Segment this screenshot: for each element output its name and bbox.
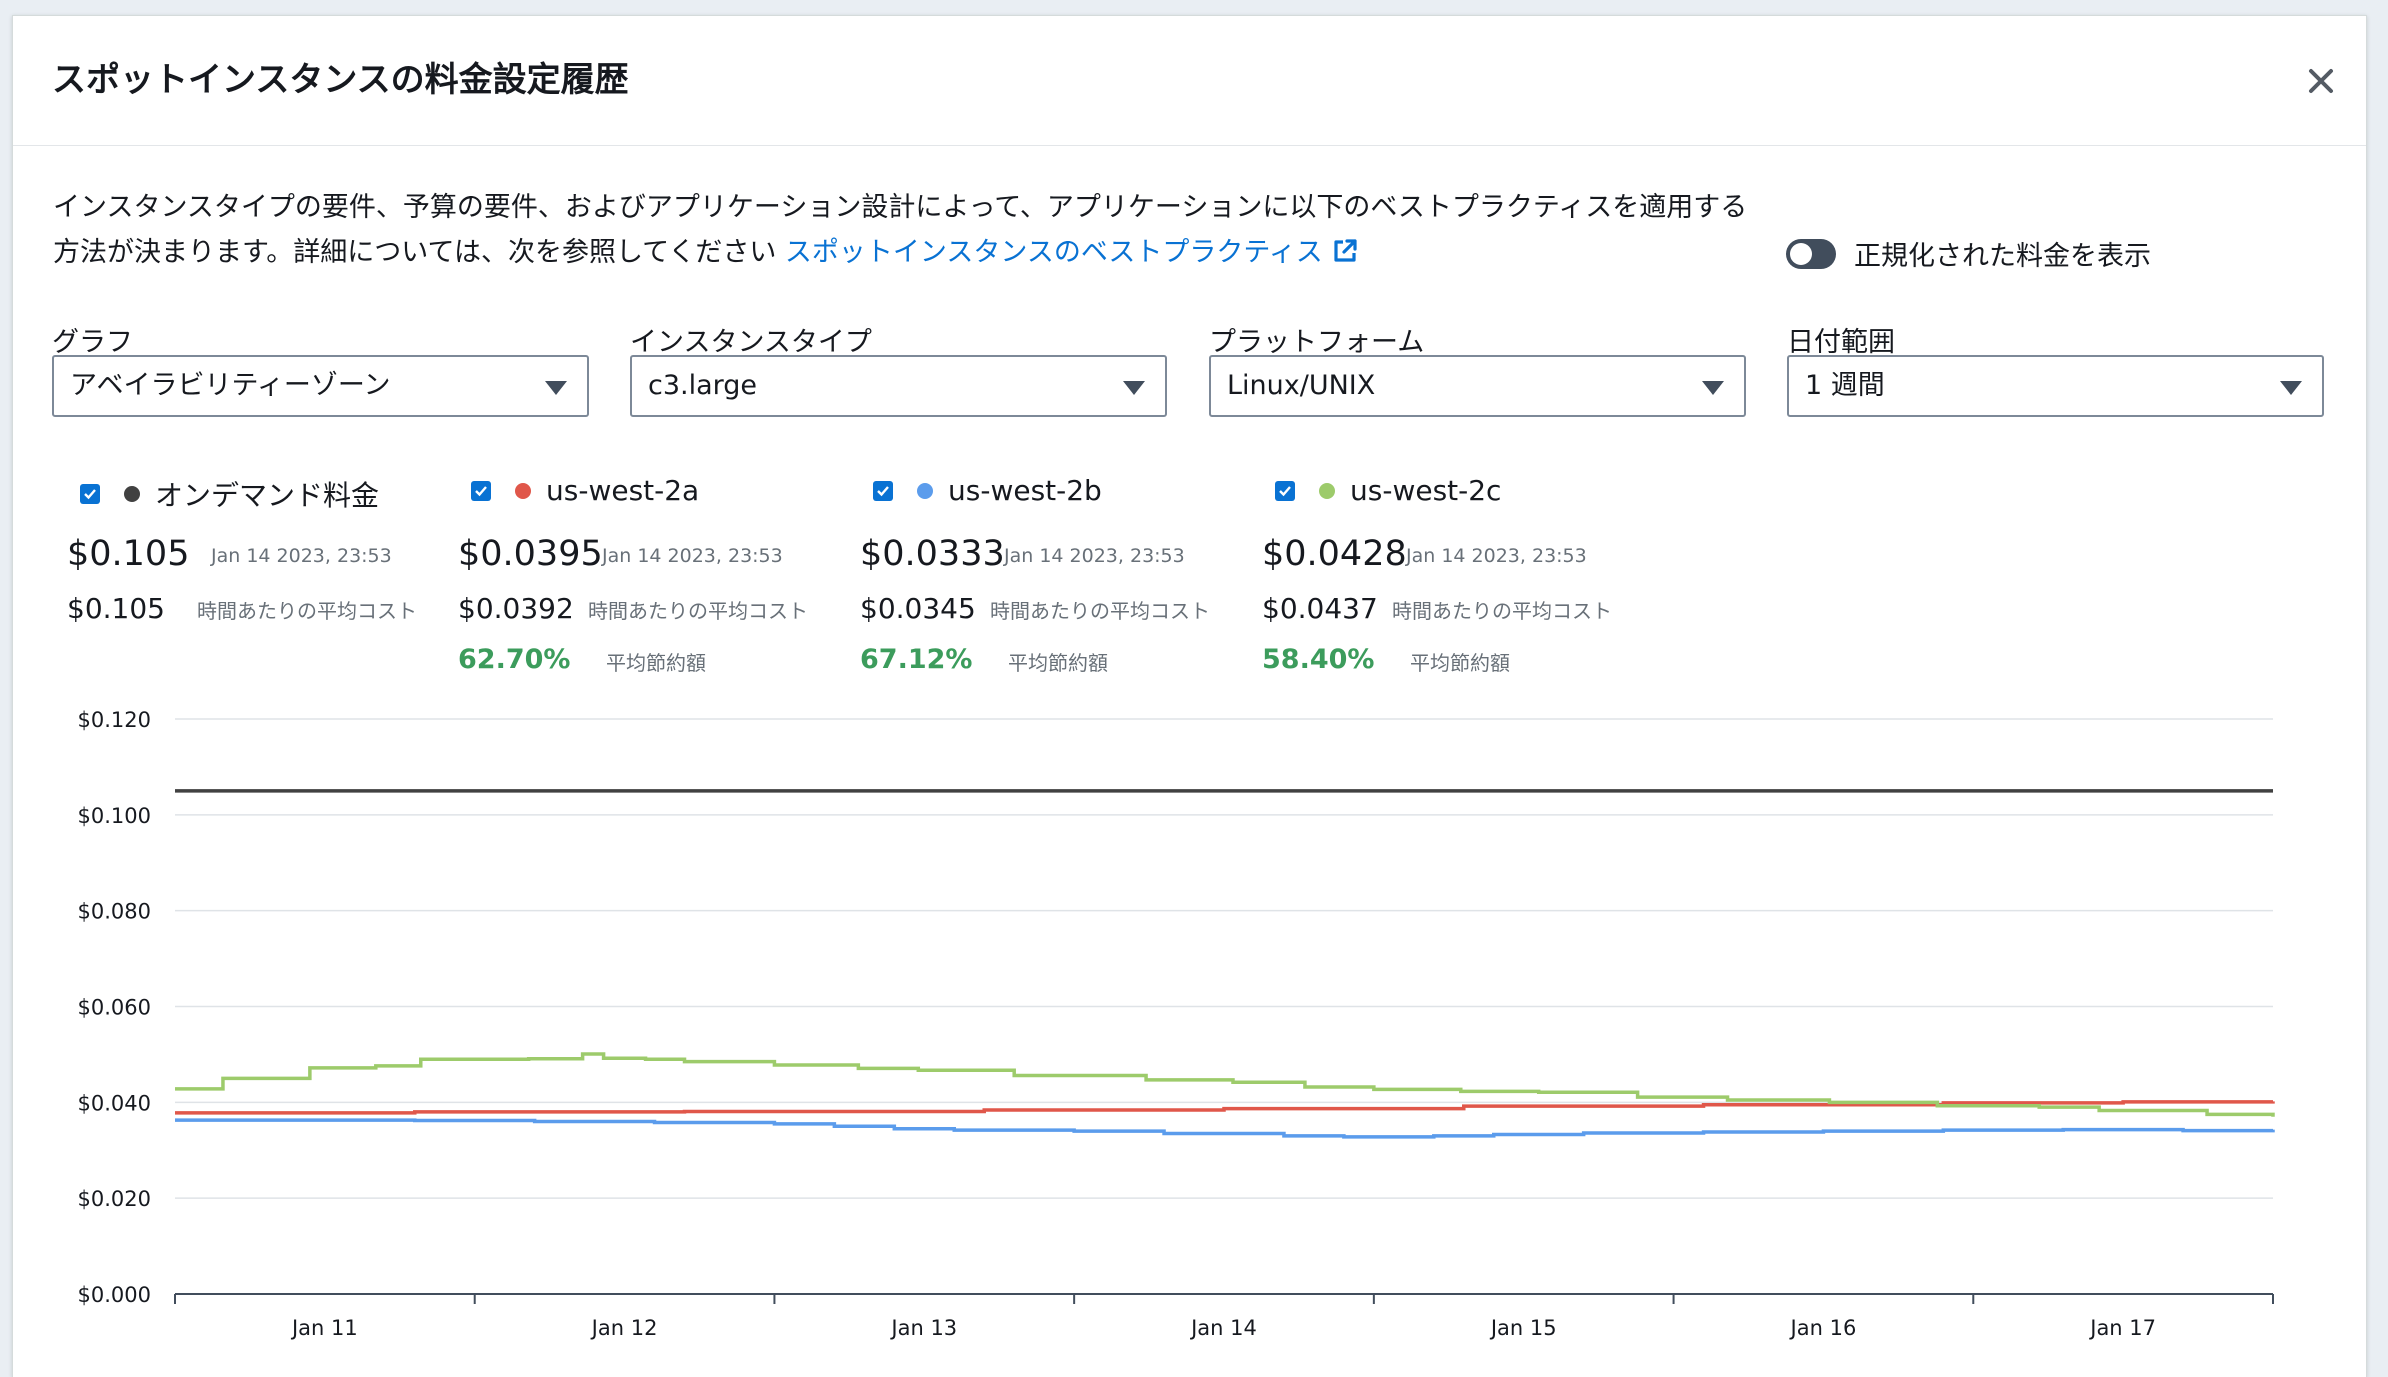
us-west-2a-color-dot <box>515 482 531 499</box>
us-west-2a-timestamp: Jan 14 2023, 23:53 <box>602 545 783 567</box>
platform-label: プラットフォーム <box>1209 327 1425 358</box>
series-line-us-west-2a <box>175 1100 2275 1115</box>
us-west-2b-avg-cost: $0.0345 <box>860 592 976 625</box>
spot-price-history-modal: スポットインスタンスの料金設定履歴 インスタンスタイプの要件、予算の要件、および… <box>12 15 2367 1377</box>
instance-type-select[interactable]: c3.large <box>630 355 1167 417</box>
on-demand-color-dot <box>124 486 140 502</box>
instance-type-select-value: c3.large <box>648 370 758 401</box>
y-tick-label: $0.060 <box>78 996 151 1020</box>
x-tick-label: Jan 17 <box>2088 1316 2156 1340</box>
x-tick-label: Jan 12 <box>590 1316 658 1340</box>
best-practices-link-text: スポットインスタンスのベストプラクティス <box>784 237 1323 268</box>
graph-label: グラフ <box>52 327 133 358</box>
y-tick-label: $0.100 <box>78 804 151 828</box>
us-west-2c-savings: 58.40% <box>1262 644 1375 675</box>
close-icon <box>2309 69 2333 93</box>
us-west-2c-name: us-west-2c <box>1350 474 1502 507</box>
description-text: インスタンスタイプの要件、予算の要件、およびアプリケーション設計によって、アプリ… <box>53 192 1748 268</box>
x-tick-label: Jan 11 <box>290 1316 358 1340</box>
graph-select[interactable]: アベイラビリティーゾーン <box>52 355 589 417</box>
us-west-2c-savings-label: 平均節約額 <box>1410 651 1510 675</box>
normalized-price-toggle-row: 正規化された料金を表示 <box>1786 234 2151 273</box>
us-west-2c-checkbox[interactable] <box>1275 480 1295 501</box>
series-line-us-west-2c <box>175 1052 2275 1117</box>
y-tick-label: $0.000 <box>78 1283 151 1307</box>
normalized-price-toggle-label: 正規化された料金を表示 <box>1854 241 2151 272</box>
us-west-2a-name: us-west-2a <box>546 474 700 507</box>
us-west-2a-price: $0.0395 <box>458 534 603 574</box>
y-tick-label: $0.080 <box>78 900 151 924</box>
us-west-2a-avg-cost-label: 時間あたりの平均コスト <box>588 599 808 623</box>
modal-header: スポットインスタンスの料金設定履歴 <box>13 16 2366 146</box>
on-demand-avg-cost-label: 時間あたりの平均コスト <box>197 599 417 623</box>
us-west-2c-avg-cost-label: 時間あたりの平均コスト <box>1392 599 1612 623</box>
date-range-label: 日付範囲 <box>1787 327 1895 358</box>
modal-title: スポットインスタンスの料金設定履歴 <box>52 60 629 100</box>
description: インスタンスタイプの要件、予算の要件、およびアプリケーション設計によって、アプリ… <box>53 185 1753 275</box>
best-practices-link[interactable]: スポットインスタンスのベストプラクティス <box>785 237 1359 268</box>
checkmark-icon <box>475 485 487 496</box>
y-tick-label: $0.120 <box>78 708 151 732</box>
us-west-2a-avg-cost: $0.0392 <box>458 592 574 625</box>
on-demand-timestamp: Jan 14 2023, 23:53 <box>211 545 392 567</box>
us-west-2c-price: $0.0428 <box>1262 534 1407 574</box>
toggle-knob <box>1790 242 1812 265</box>
date-range-select[interactable]: 1 週間 <box>1787 355 2324 417</box>
us-west-2c-avg-cost: $0.0437 <box>1262 592 1378 625</box>
us-west-2c-color-dot <box>1319 482 1335 499</box>
checkmark-icon <box>1279 485 1291 496</box>
us-west-2b-checkbox[interactable] <box>873 480 893 501</box>
x-tick-label: Jan 15 <box>1489 1316 1557 1340</box>
caret-down-icon <box>2280 381 2302 395</box>
on-demand-checkbox[interactable] <box>80 484 100 504</box>
us-west-2b-color-dot <box>917 482 933 499</box>
on-demand-name: オンデマンド料金 <box>155 479 380 512</box>
us-west-2a-checkbox[interactable] <box>471 480 491 501</box>
us-west-2b-timestamp: Jan 14 2023, 23:53 <box>1004 545 1185 567</box>
y-tick-label: $0.020 <box>78 1187 151 1211</box>
date-range-select-value: 1 週間 <box>1805 370 1885 401</box>
us-west-2a-savings-label: 平均節約額 <box>606 651 706 675</box>
x-tick-label: Jan 14 <box>1189 1316 1257 1340</box>
us-west-2b-savings: 67.12% <box>860 644 973 675</box>
price-history-chart: $0.000 $0.020 $0.040 $0.060 $0.080 $0.100 $0.1… <box>78 708 2275 1340</box>
close-button[interactable] <box>2298 58 2344 104</box>
on-demand-avg-cost: $0.105 <box>67 592 165 625</box>
us-west-2a-savings: 62.70% <box>458 644 571 675</box>
checkmark-icon <box>877 485 889 496</box>
x-tick-label: Jan 16 <box>1789 1316 1857 1340</box>
us-west-2b-savings-label: 平均節約額 <box>1008 651 1108 675</box>
caret-down-icon <box>545 381 567 395</box>
platform-select[interactable]: Linux/UNIX <box>1209 355 1746 417</box>
us-west-2b-name: us-west-2b <box>948 474 1102 507</box>
instance-type-label: インスタンスタイプ <box>630 327 872 358</box>
caret-down-icon <box>1123 381 1145 395</box>
platform-select-value: Linux/UNIX <box>1227 370 1376 401</box>
us-west-2c-timestamp: Jan 14 2023, 23:53 <box>1406 545 1587 567</box>
x-tick-label: Jan 13 <box>889 1316 957 1340</box>
normalized-price-toggle[interactable] <box>1786 238 1836 269</box>
caret-down-icon <box>1702 381 1724 395</box>
external-link-icon <box>1334 239 1357 262</box>
checkmark-icon <box>84 489 96 500</box>
on-demand-price: $0.105 <box>67 534 190 574</box>
series-line-us-west-2b <box>175 1118 2275 1139</box>
us-west-2b-avg-cost-label: 時間あたりの平均コスト <box>990 599 1210 623</box>
y-tick-label: $0.040 <box>78 1091 151 1115</box>
graph-select-value: アベイラビリティーゾーン <box>70 370 391 401</box>
us-west-2b-price: $0.0333 <box>860 534 1005 574</box>
